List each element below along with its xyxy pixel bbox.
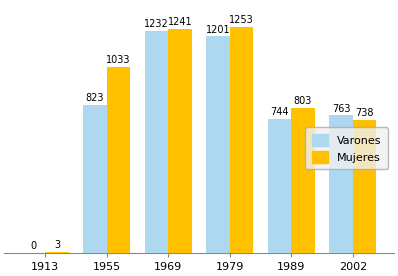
Text: 1253: 1253 xyxy=(229,15,254,25)
Bar xyxy=(330,115,353,253)
Bar xyxy=(207,36,230,253)
Bar xyxy=(291,108,315,253)
Bar xyxy=(83,105,107,253)
Text: 1232: 1232 xyxy=(144,19,169,29)
Bar xyxy=(45,252,68,253)
Text: 744: 744 xyxy=(270,107,289,117)
Bar xyxy=(168,29,191,253)
Bar xyxy=(268,119,291,253)
Legend: Varones, Mujeres: Varones, Mujeres xyxy=(305,128,388,169)
Bar xyxy=(353,120,376,253)
Text: 803: 803 xyxy=(294,96,312,106)
Text: 763: 763 xyxy=(332,104,350,113)
Text: 0: 0 xyxy=(31,241,37,251)
Text: 738: 738 xyxy=(355,108,374,118)
Text: 1241: 1241 xyxy=(168,17,192,27)
Bar xyxy=(145,31,168,253)
Text: 1033: 1033 xyxy=(106,55,131,65)
Text: 823: 823 xyxy=(86,93,104,103)
Bar xyxy=(230,27,253,253)
Text: 1201: 1201 xyxy=(206,25,230,34)
Text: 3: 3 xyxy=(54,240,60,250)
Bar xyxy=(107,67,130,253)
